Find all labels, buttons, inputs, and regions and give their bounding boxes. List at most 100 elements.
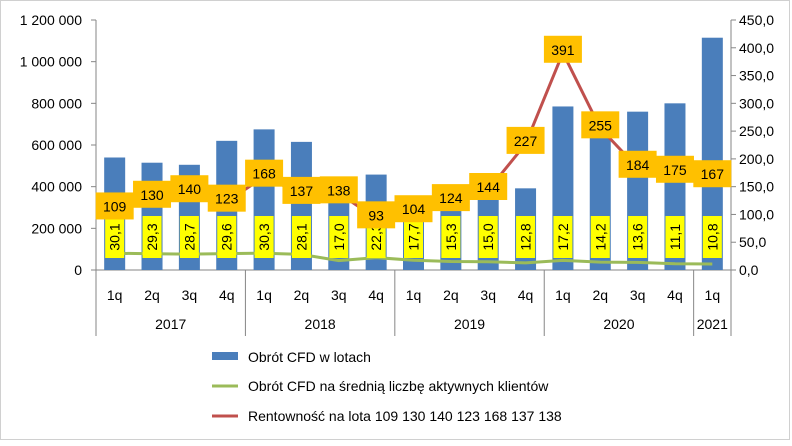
data-label-box <box>702 216 722 258</box>
legend-label-bars: Obrót CFD w lotach <box>248 349 371 365</box>
data-label-profitability: 227 <box>506 126 545 154</box>
x-tick-label: 2q <box>294 287 310 303</box>
data-label-profitability: 167 <box>693 160 732 188</box>
data-label-text: 13,6 <box>630 223 646 250</box>
data-label-text: 30,1 <box>107 223 123 250</box>
data-label-box <box>693 160 732 188</box>
x-tick-label: 1q <box>406 287 422 303</box>
x-tick-label: 2q <box>592 287 608 303</box>
x-tick-label: 4q <box>518 287 534 303</box>
y-right-tick-label: 450,0 <box>739 12 774 28</box>
data-label-box <box>319 176 358 204</box>
data-label-text: 28,7 <box>181 223 197 250</box>
data-label-box <box>207 184 246 212</box>
data-label-box <box>665 216 685 258</box>
data-label-profitability: 175 <box>655 155 694 183</box>
data-label-profitability: 140 <box>170 175 209 203</box>
year-label: 2017 <box>155 316 186 332</box>
x-tick-label: 2q <box>443 287 459 303</box>
y-left-tick-label: 200 000 <box>31 220 82 236</box>
data-label-text: 17,2 <box>555 223 571 250</box>
data-label-text: 17,0 <box>331 223 347 250</box>
data-label-text: 22,3 <box>368 223 384 250</box>
data-label-box <box>441 216 461 258</box>
data-label-text: 28,1 <box>293 223 309 250</box>
data-label-avg-client: 15,3 <box>441 216 461 258</box>
y-left-tick-label: 1 000 000 <box>20 54 82 70</box>
data-label-box <box>179 216 199 258</box>
y-right-tick-label: 250,0 <box>739 123 774 139</box>
year-label: 2021 <box>697 316 728 332</box>
data-label-text: 14,2 <box>592 223 608 250</box>
data-label-text: 104 <box>402 201 426 217</box>
data-label-text: 11,1 <box>667 224 683 250</box>
data-label-text: 93 <box>368 207 384 223</box>
data-label-box <box>245 159 284 187</box>
data-label-text: 227 <box>514 133 538 149</box>
data-label-box <box>217 216 237 258</box>
y-right-tick-label: 300,0 <box>739 95 774 111</box>
x-tick-label: 1q <box>555 287 571 303</box>
data-label-profitability: 124 <box>431 184 470 212</box>
data-label-avg-client: 13,6 <box>628 216 648 258</box>
data-label-avg-client: 30,3 <box>254 216 274 258</box>
data-label-avg-client: 30,1 <box>105 216 125 258</box>
year-label: 2018 <box>305 316 336 332</box>
data-label-profitability: 391 <box>543 35 582 63</box>
data-label-profitability: 168 <box>245 159 284 187</box>
y-right-tick-label: 150,0 <box>739 179 774 195</box>
data-label-avg-client: 17,7 <box>404 216 423 258</box>
x-tick-label: 4q <box>219 287 235 303</box>
data-label-box <box>478 216 498 258</box>
data-label-box <box>431 184 470 212</box>
data-label-box <box>618 150 657 178</box>
data-label-avg-client: 29,6 <box>217 216 237 258</box>
data-label-text: 30,3 <box>256 223 272 250</box>
data-label-profitability: 130 <box>133 180 172 208</box>
data-label-text: 137 <box>290 183 314 199</box>
y-right-tick-label: 0,0 <box>739 262 759 278</box>
data-label-box <box>394 195 433 223</box>
data-label-box <box>170 175 209 203</box>
year-label: 2019 <box>454 316 485 332</box>
data-label-text: 140 <box>178 181 202 197</box>
series-line-avg-client <box>114 251 713 266</box>
data-label-profitability: 109 <box>95 192 134 220</box>
y-right-tick-label: 100,0 <box>739 206 774 222</box>
data-label-profitability: 137 <box>282 176 321 204</box>
y-left-tick-label: 0 <box>74 262 82 278</box>
data-label-box <box>329 216 349 258</box>
data-label-box <box>95 192 134 220</box>
data-label-text: 15,3 <box>443 223 459 250</box>
data-label-avg-client: 28,1 <box>291 216 311 258</box>
x-tick-label: 1q <box>107 287 123 303</box>
data-label-text: 184 <box>626 157 650 173</box>
data-label-avg-client: 29,3 <box>142 216 162 258</box>
data-label-avg-client: 14,2 <box>590 216 610 258</box>
x-tick-label: 4q <box>667 287 683 303</box>
bar <box>701 37 723 271</box>
data-label-text: 123 <box>215 191 239 207</box>
data-label-box <box>105 216 125 258</box>
data-label-box <box>133 180 172 208</box>
data-label-text: 15,0 <box>480 223 496 250</box>
data-label-text: 175 <box>663 162 687 178</box>
data-label-box <box>553 216 573 258</box>
data-label-avg-client: 11,1 <box>665 216 685 258</box>
data-label-text: 144 <box>477 179 501 195</box>
y-right-tick-label: 350,0 <box>739 68 774 84</box>
data-label-box <box>469 173 508 200</box>
data-label-box <box>655 155 694 183</box>
data-label-text: 29,6 <box>219 223 235 250</box>
axes-layer: 0 200 000 400 000 600 000 800 000 1 000 000 1 … <box>20 12 774 336</box>
data-label-text: 109 <box>103 198 127 214</box>
data-label-text: 124 <box>439 190 463 206</box>
year-label: 2020 <box>603 316 634 332</box>
data-label-box <box>254 216 274 258</box>
y-right-tick-label: 200,0 <box>739 151 774 167</box>
data-label-avg-client: 10,8 <box>702 216 722 258</box>
data-label-text: 12,8 <box>518 223 534 250</box>
data-label-box <box>357 201 396 229</box>
